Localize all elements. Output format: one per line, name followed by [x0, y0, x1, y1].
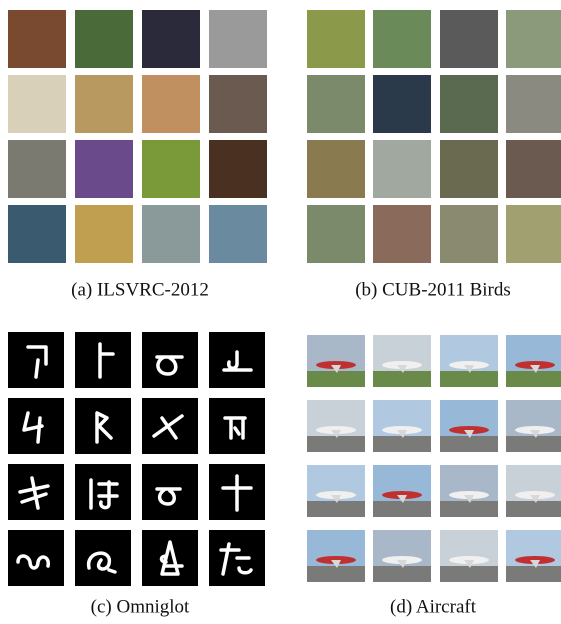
character-tile: [8, 530, 64, 586]
ground: [307, 371, 365, 387]
caption: (c) Omniglot: [91, 596, 190, 617]
character-tile: [75, 464, 131, 520]
tile-background: [75, 530, 131, 586]
bird-photo: [307, 75, 365, 133]
aircraft-photo: [506, 335, 561, 387]
character-tile: [75, 332, 131, 388]
bird-photo: [440, 140, 498, 198]
page: (a) ILSVRC-2012 (b) CUB-2011 Birds (c) O…: [0, 0, 561, 624]
ground: [440, 371, 498, 387]
bird-photo: [373, 205, 431, 263]
tile-background: [142, 332, 198, 388]
photo-thumbnail: [142, 75, 200, 133]
aircraft-photo: [373, 465, 431, 517]
ground: [440, 436, 498, 452]
aircraft-photo: [506, 400, 561, 452]
photo-thumbnail: [8, 205, 66, 263]
caption: (d) Aircraft: [390, 596, 477, 617]
ground: [373, 371, 431, 387]
character-tile: [209, 530, 265, 586]
ground: [307, 501, 365, 517]
bird-photo: [506, 140, 561, 198]
aircraft-photo: [440, 465, 498, 517]
photo-thumbnail: [142, 140, 200, 198]
character-tile: [142, 332, 198, 388]
aircraft-photo: [373, 335, 431, 387]
aircraft-photo: [307, 335, 365, 387]
ground: [506, 436, 561, 452]
ground: [373, 436, 431, 452]
figure: (a) ILSVRC-2012 (b) CUB-2011 Birds (c) O…: [0, 0, 561, 624]
tile-background: [75, 332, 131, 388]
bird-photo: [307, 205, 365, 263]
photo-thumbnail: [8, 75, 66, 133]
character-tile: [8, 332, 64, 388]
bird-photo: [506, 205, 561, 263]
aircraft-photo: [373, 400, 431, 452]
caption: (a) ILSVRC-2012: [71, 279, 209, 300]
ground: [440, 501, 498, 517]
character-tile: [142, 530, 198, 586]
bird-photo: [373, 75, 431, 133]
photo-thumbnail: [209, 205, 267, 263]
character-tile: [75, 530, 131, 586]
character-tile: [75, 398, 131, 454]
character-tile: [8, 398, 64, 454]
aircraft-photo: [440, 530, 498, 582]
photo-thumbnail: [142, 10, 200, 68]
aircraft-photo: [440, 335, 498, 387]
photo-thumbnail: [209, 10, 267, 68]
ground: [307, 436, 365, 452]
photo-thumbnail: [209, 140, 267, 198]
aircraft-photo: [506, 465, 561, 517]
ground: [506, 371, 561, 387]
tile-background: [75, 464, 131, 520]
bird-photo: [440, 75, 498, 133]
aircraft-photo: [373, 530, 431, 582]
tile-background: [75, 398, 131, 454]
character-tile: [209, 464, 265, 520]
ground: [307, 566, 365, 582]
photo-thumbnail: [75, 10, 133, 68]
aircraft-photo: [307, 530, 365, 582]
bird-photo: [440, 205, 498, 263]
aircraft-photo: [307, 465, 365, 517]
tile-background: [8, 530, 64, 586]
ground: [506, 566, 561, 582]
photo-thumbnail: [8, 10, 66, 68]
photo-thumbnail: [8, 140, 66, 198]
caption: (b) CUB-2011 Birds: [355, 279, 511, 300]
character-tile: [142, 464, 198, 520]
bird-photo: [307, 140, 365, 198]
character-tile: [209, 398, 265, 454]
bird-photo: [307, 10, 365, 68]
aircraft-photo: [440, 400, 498, 452]
character-tile: [142, 398, 198, 454]
photo-thumbnail: [75, 75, 133, 133]
tile-background: [142, 530, 198, 586]
ground: [440, 566, 498, 582]
aircraft-photo: [307, 400, 365, 452]
ground: [373, 501, 431, 517]
photo-thumbnail: [209, 75, 267, 133]
character-tile: [209, 332, 265, 388]
tile-background: [8, 332, 64, 388]
bird-photo: [373, 10, 431, 68]
ground: [373, 566, 431, 582]
aircraft-photo: [506, 530, 561, 582]
bird-photo: [373, 140, 431, 198]
ground: [506, 501, 561, 517]
bird-photo: [506, 75, 561, 133]
photo-thumbnail: [75, 205, 133, 263]
tile-background: [209, 398, 265, 454]
photo-thumbnail: [75, 140, 133, 198]
bird-photo: [506, 10, 561, 68]
bird-photo: [440, 10, 498, 68]
photo-thumbnail: [142, 205, 200, 263]
character-tile: [8, 464, 64, 520]
